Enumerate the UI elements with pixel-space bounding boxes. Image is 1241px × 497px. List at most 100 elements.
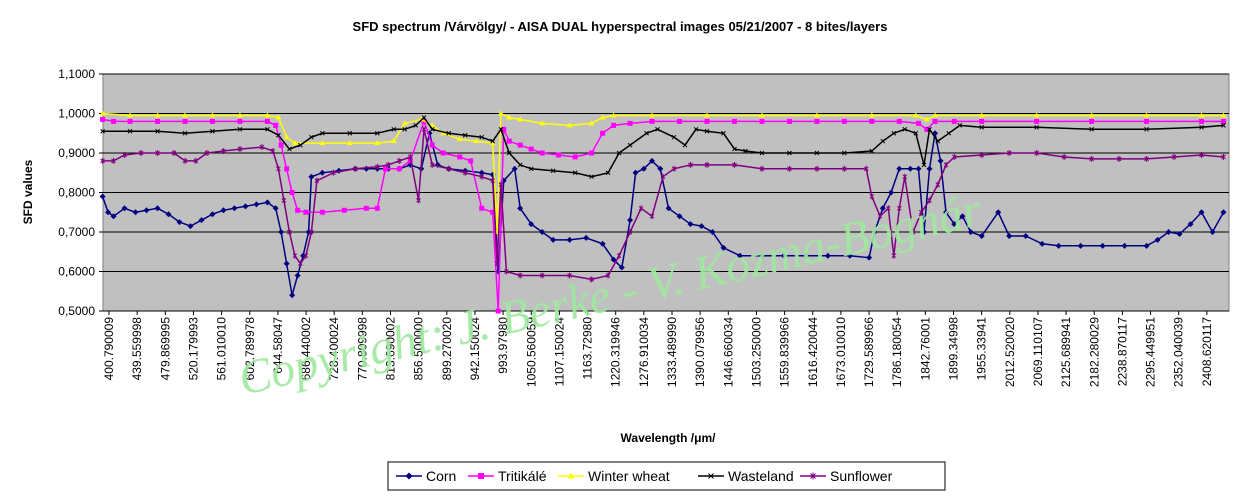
data-point: [127, 112, 134, 118]
data-point: [721, 130, 726, 136]
data-point: [390, 138, 397, 144]
data-point: [550, 168, 556, 174]
data-point: [528, 146, 534, 152]
y-tick-label: 0,8000: [58, 186, 95, 200]
x-tick-label: 2295.449951: [1144, 317, 1158, 387]
data-point: [421, 126, 427, 133]
data-point: [896, 205, 902, 212]
data-point: [385, 161, 391, 168]
data-point: [921, 162, 927, 168]
data-point: [1099, 242, 1106, 249]
data-point: [517, 162, 523, 168]
data-point: [824, 252, 831, 259]
data-point: [1034, 118, 1040, 124]
data-point: [478, 169, 485, 176]
data-point: [935, 181, 941, 188]
data-point: [517, 272, 523, 279]
data-point: [877, 213, 883, 220]
data-point: [100, 157, 105, 164]
data-point: [506, 150, 512, 156]
data-point: [720, 244, 727, 251]
x-tick-label: 400.790009: [102, 317, 116, 381]
data-point: [638, 205, 644, 212]
data-point: [429, 142, 435, 148]
data-point: [220, 207, 227, 214]
data-point: [1022, 232, 1029, 239]
data-point: [995, 209, 1002, 216]
x-tick-label: 1050.560059: [524, 317, 538, 387]
data-point: [165, 211, 172, 218]
data-point: [498, 126, 504, 132]
data-point: [429, 161, 435, 168]
data-point: [589, 276, 594, 283]
data-point: [932, 112, 939, 118]
data-point: [627, 120, 633, 126]
data-point: [490, 177, 496, 184]
series-tritik-l-: [100, 116, 1227, 314]
data-point: [402, 126, 408, 132]
series-line: [102, 112, 1224, 233]
data-point: [341, 207, 347, 213]
x-tick-label: 1503.250000: [749, 317, 763, 387]
data-point: [927, 126, 932, 132]
data-point: [1199, 118, 1205, 124]
data-point: [589, 174, 594, 180]
data-point: [154, 112, 161, 118]
data-point: [871, 229, 878, 235]
data-point: [298, 142, 303, 148]
x-tick-label: 1616.420044: [806, 317, 820, 387]
data-point: [504, 268, 509, 275]
data-point: [440, 130, 447, 136]
data-point: [627, 229, 633, 235]
data-point: [572, 154, 578, 160]
data-point: [605, 170, 611, 176]
data-point: [918, 209, 924, 216]
data-point: [374, 205, 380, 211]
data-point: [121, 205, 128, 212]
data-point: [352, 165, 358, 172]
data-point: [891, 252, 897, 259]
data-point: [517, 205, 524, 212]
data-point: [616, 252, 622, 259]
data-point: [457, 154, 463, 160]
data-point: [1089, 126, 1094, 132]
data-point: [676, 213, 683, 220]
x-tick-label: 1390.079956: [693, 317, 707, 387]
data-point: [401, 120, 408, 126]
data-point: [462, 169, 468, 176]
data-point: [276, 132, 281, 138]
x-tick-label: 1559.839966: [778, 317, 792, 387]
data-point: [517, 142, 523, 148]
x-tick-label: 1446.660034: [721, 317, 735, 387]
data-point: [1221, 122, 1226, 128]
data-point: [704, 118, 710, 124]
data-point: [473, 138, 480, 144]
data-point: [787, 150, 792, 156]
data-point: [253, 201, 260, 208]
data-point: [688, 161, 693, 168]
data-point: [913, 130, 919, 136]
data-point: [627, 217, 634, 224]
data-point: [242, 203, 249, 210]
data-point: [935, 138, 941, 144]
x-tick-label: 439.559998: [130, 317, 144, 381]
data-point: [951, 118, 957, 124]
y-tick-label: 0,5000: [58, 304, 95, 318]
x-axis-title: Wavelength /μm/: [621, 431, 717, 445]
data-point: [605, 272, 611, 279]
x-tick-label: 1899.34998: [947, 317, 961, 381]
x-tick-label: 856.500000: [412, 317, 426, 381]
legend-label: Wasteland: [728, 468, 794, 484]
series-sunflower: [100, 126, 1226, 283]
data-point: [599, 240, 606, 247]
legend-label: Corn: [426, 468, 456, 484]
data-point: [583, 234, 590, 241]
data-point: [902, 173, 908, 180]
data-point: [1088, 112, 1095, 118]
data-point: [138, 150, 144, 156]
data-point: [951, 221, 958, 228]
data-point: [802, 252, 809, 259]
data-point: [1171, 153, 1177, 160]
data-point: [237, 126, 243, 132]
data-point: [176, 219, 183, 226]
